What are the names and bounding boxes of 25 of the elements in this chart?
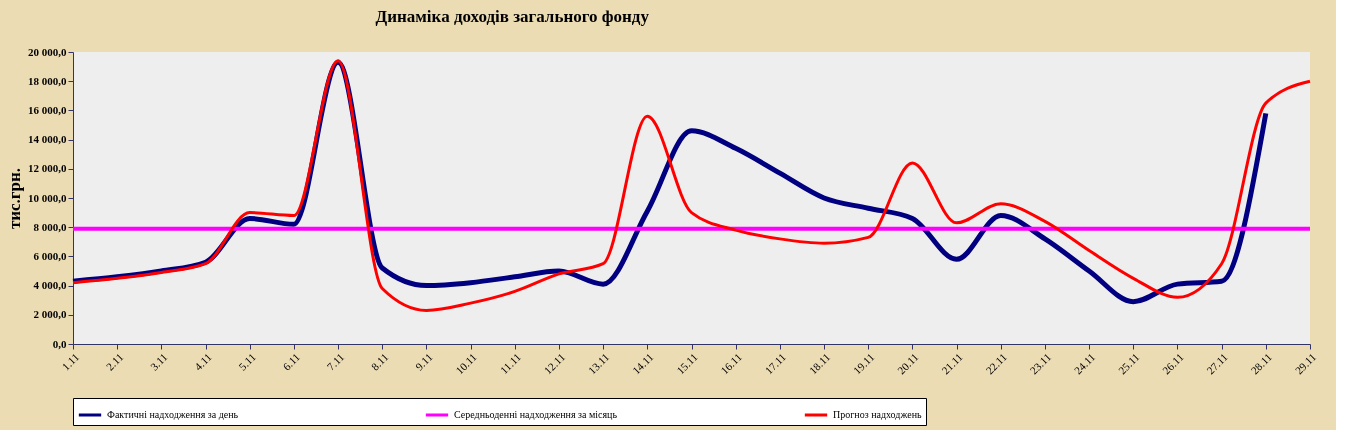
y-tick-label: 2 000,0 [33, 308, 67, 321]
x-tick-label: 9.11 [412, 350, 435, 373]
x-tick-label: 1.11 [59, 350, 82, 373]
legend-label: Середньоденні надходження за місяць [454, 409, 618, 420]
y-tick-label: 16 000,0 [28, 103, 67, 116]
y-tick-label: 6 000,0 [33, 249, 67, 262]
y-tick-label: 12 000,0 [28, 162, 67, 175]
x-tick-label: 3.11 [147, 350, 170, 373]
x-tick-label: 8.11 [368, 350, 391, 373]
x-tick-label: 6.11 [280, 350, 303, 373]
legend-label: Прогноз надходжень [833, 409, 922, 420]
y-tick-label: 10 000,0 [28, 191, 67, 204]
y-tick-label: 20 000,0 [28, 45, 67, 58]
y-tick-label: 18 000,0 [28, 74, 67, 87]
x-tick-label: 4.11 [192, 350, 214, 373]
x-tick-label: 7.11 [324, 350, 347, 373]
y-tick-label: 0,0 [52, 337, 67, 350]
x-tick-label: 5.11 [236, 350, 258, 373]
x-tick-label: 2.11 [103, 350, 126, 373]
chart-title: Динаміка доходів загального фонду [375, 7, 650, 26]
y-axis-title: тис.грн. [5, 167, 24, 230]
legend-label: Фактичні надходження за день [107, 409, 239, 420]
y-tick-label: 8 000,0 [33, 220, 67, 233]
y-tick-label: 14 000,0 [28, 133, 67, 146]
y-tick-label: 4 000,0 [33, 279, 67, 292]
